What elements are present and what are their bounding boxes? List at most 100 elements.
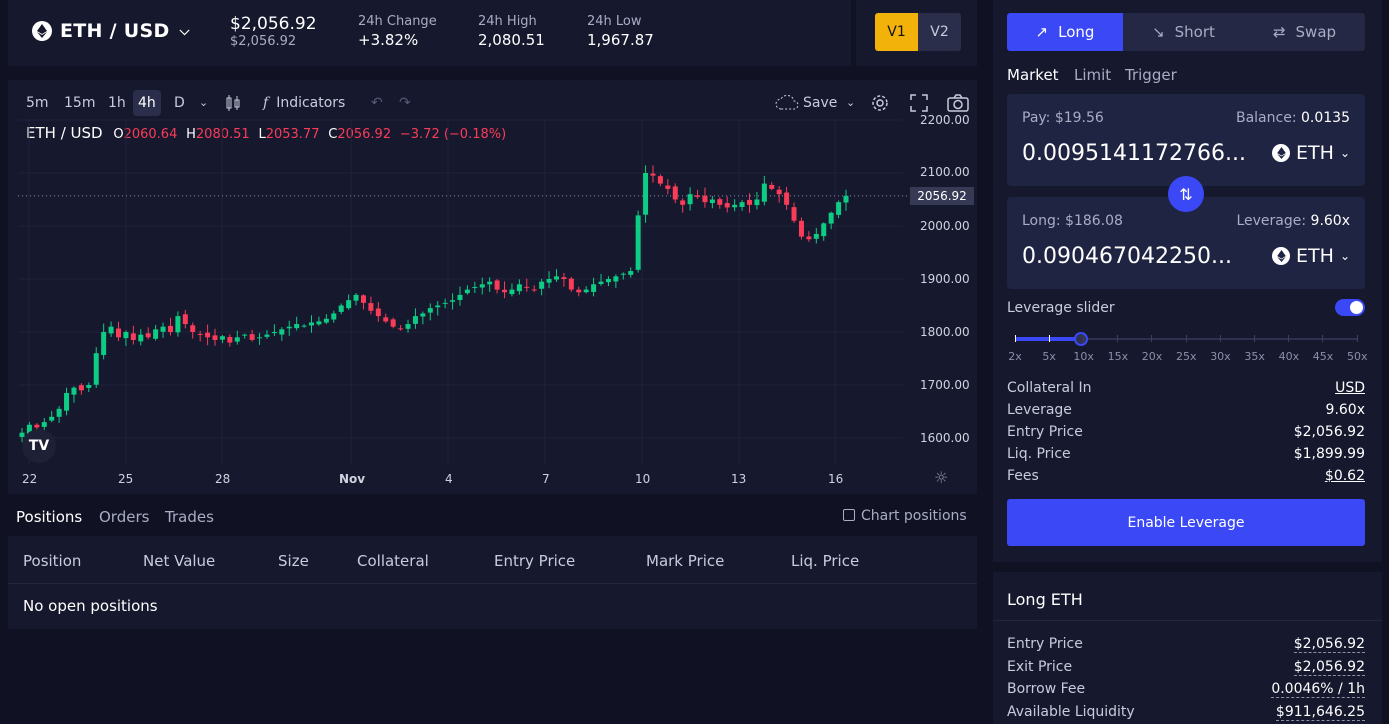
- summary-value[interactable]: $911,646.25: [1275, 703, 1365, 721]
- chevron-down-icon[interactable]: ⌄: [199, 96, 209, 109]
- candle-body: [746, 199, 752, 205]
- v1-button[interactable]: V1: [875, 13, 918, 51]
- candle-body: [576, 289, 582, 293]
- slider-tick-label[interactable]: 40x: [1278, 350, 1300, 363]
- candle-body: [635, 215, 641, 270]
- divider: [993, 620, 1382, 621]
- candle-body: [568, 278, 574, 290]
- slider-tick-label[interactable]: 50x: [1347, 350, 1368, 363]
- candle-body: [806, 236, 812, 240]
- tab-orders[interactable]: Orders: [99, 508, 150, 526]
- candle-body: [86, 385, 92, 388]
- slider-tick-label[interactable]: 20x: [1141, 350, 1163, 363]
- camera-icon[interactable]: [947, 90, 969, 116]
- slider-tick-label[interactable]: 2x: [1008, 350, 1022, 363]
- slider-handle[interactable]: [1073, 332, 1088, 346]
- slider-tick-label[interactable]: 35x: [1244, 350, 1265, 363]
- price-chart[interactable]: 5m 15m 1h 4h D ⌄ f Indicators ↶ ↷ Save ⌄ …: [8, 80, 977, 494]
- summary-row: Exit Price $2,056.92: [1007, 659, 1365, 676]
- candle-body: [821, 223, 827, 237]
- summary-value[interactable]: $2,056.92: [1293, 658, 1365, 676]
- order-type-limit[interactable]: Limit: [1074, 66, 1112, 84]
- candle-body: [680, 200, 686, 205]
- slider-tick-label[interactable]: 5x: [1042, 350, 1056, 363]
- save-button[interactable]: Save: [775, 90, 837, 116]
- info-label: Collateral In: [1007, 380, 1092, 396]
- candle-body: [101, 332, 107, 355]
- tab-short[interactable]: ↘ Short: [1123, 13, 1244, 51]
- candle-body: [78, 385, 84, 391]
- interval-1h[interactable]: 1h: [108, 95, 126, 111]
- candle-body: [516, 284, 522, 292]
- change-label: 24h Change: [358, 14, 437, 29]
- enable-leverage-button[interactable]: Enable Leverage: [1007, 499, 1365, 546]
- long-summary-panel: Long ETH Entry Price $2,056.92 Exit Price $…: [993, 572, 1382, 724]
- balance-value: 0.0135: [1301, 110, 1350, 126]
- interval-4h[interactable]: 4h: [133, 90, 161, 116]
- slider-tick-label[interactable]: 15x: [1107, 350, 1129, 363]
- candle-body: [732, 204, 738, 208]
- long-label: Long: $186.08: [1022, 213, 1123, 229]
- chart-positions-toggle[interactable]: Chart positions: [843, 508, 967, 524]
- column-header: Position: [23, 552, 82, 570]
- undo-icon[interactable]: ↶: [371, 95, 383, 111]
- long-token-select[interactable]: ETH ⌄: [1272, 245, 1350, 267]
- info-value[interactable]: USD: [1335, 380, 1365, 396]
- tab-trades[interactable]: Trades: [165, 508, 214, 526]
- interval-d[interactable]: D: [174, 95, 185, 111]
- candle-body: [724, 203, 730, 208]
- indicators-button[interactable]: f Indicators: [263, 90, 345, 116]
- tradingview-logo[interactable]: TV: [22, 429, 56, 463]
- tab-long[interactable]: ↗ Long: [1007, 13, 1123, 51]
- order-type-trigger[interactable]: Trigger: [1125, 66, 1177, 84]
- y-tick-label: 1700.00: [920, 378, 970, 392]
- legend-h-label: H: [186, 127, 196, 142]
- save-label: Save: [803, 95, 838, 111]
- order-type-market[interactable]: Market: [1007, 66, 1059, 84]
- slider-tick-label[interactable]: 30x: [1210, 350, 1231, 363]
- pair-selector[interactable]: ETH / USD ⌵: [32, 20, 190, 42]
- candles-icon[interactable]: [225, 90, 241, 116]
- tab-swap[interactable]: ⇄ Swap: [1244, 13, 1365, 51]
- redo-icon[interactable]: ↷: [399, 95, 411, 111]
- candle-body: [56, 408, 62, 417]
- long-amount-input[interactable]: 0.090467042250...: [1022, 244, 1232, 269]
- info-row: Entry Price $2,056.92: [1007, 424, 1365, 440]
- summary-row: Borrow Fee 0.0046% / 1h: [1007, 681, 1365, 698]
- pay-amount-input[interactable]: 0.0095141172766...: [1022, 141, 1246, 166]
- swap-direction-button[interactable]: ⇅: [1168, 176, 1204, 212]
- interval-5m[interactable]: 5m: [26, 95, 49, 111]
- leverage-slider[interactable]: 2x 5x 10x 15x 20x 25x 30x 35x 40x 45x 50x: [1007, 330, 1368, 370]
- sun-icon[interactable]: ☼: [934, 468, 949, 487]
- info-row: Fees $0.62: [1007, 468, 1365, 484]
- fullscreen-icon[interactable]: [910, 90, 928, 116]
- interval-15m[interactable]: 15m: [64, 95, 96, 111]
- chevron-down-icon[interactable]: ⌄: [846, 96, 856, 109]
- candle-body: [613, 276, 619, 282]
- info-row: Leverage 9.60x: [1007, 402, 1365, 418]
- eth-icon: [1272, 144, 1291, 162]
- info-label: Leverage: [1007, 402, 1072, 418]
- info-value[interactable]: $0.62: [1324, 468, 1365, 484]
- candle-body: [145, 333, 151, 338]
- summary-value[interactable]: 0.0046% / 1h: [1271, 681, 1365, 698]
- v2-button[interactable]: V2: [918, 13, 961, 51]
- tab-positions[interactable]: Positions: [16, 508, 83, 526]
- candle-body: [167, 325, 173, 332]
- gear-icon[interactable]: [870, 90, 890, 116]
- summary-value[interactable]: $2,056.92: [1293, 636, 1365, 653]
- candle-body: [836, 202, 842, 215]
- slider-tick-label[interactable]: 25x: [1176, 350, 1197, 363]
- legend-open: 2060.64: [123, 127, 178, 142]
- slider-tick-mark: [1322, 335, 1324, 342]
- x-tick-label: 22: [22, 472, 38, 486]
- change-stat: 24h Change +3.82%: [358, 14, 437, 49]
- summary-row: Entry Price $2,056.92: [1007, 636, 1365, 653]
- slider-tick-label[interactable]: 45x: [1312, 350, 1334, 363]
- slider-tick-label[interactable]: 10x: [1073, 350, 1094, 363]
- candle-body: [279, 329, 285, 335]
- trend-down-icon: ↘: [1152, 23, 1165, 41]
- pay-token-select[interactable]: ETH ⌄: [1272, 142, 1350, 164]
- leverage-value: 9.60x: [1310, 213, 1350, 229]
- leverage-toggle[interactable]: [1335, 299, 1365, 316]
